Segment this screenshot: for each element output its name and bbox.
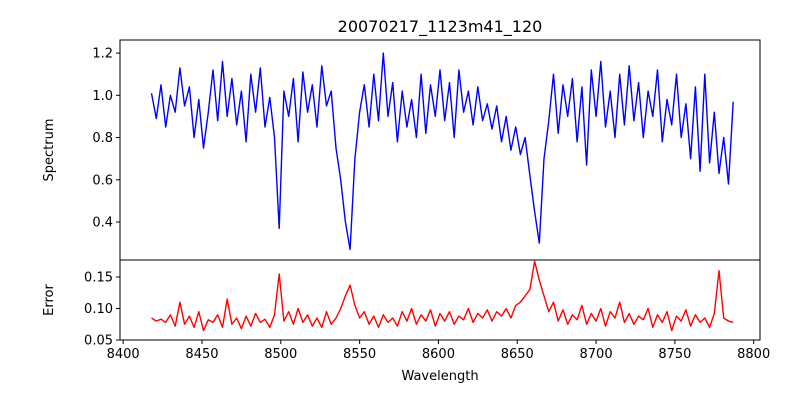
x-tick-label: 8650: [501, 347, 534, 362]
x-tick-label: 8700: [580, 347, 613, 362]
y-tick-label: 1.0: [92, 89, 113, 104]
error-y-label: Error: [42, 284, 57, 316]
x-tick-label: 8550: [343, 347, 376, 362]
x-tick-label: 8500: [264, 347, 297, 362]
error-axes-frame: [119, 259, 761, 341]
x-tick-label: 8450: [185, 347, 218, 362]
error-line: [151, 260, 734, 332]
x-tick-label: 8750: [658, 347, 691, 362]
y-tick-label: 0.4: [92, 215, 113, 230]
y-tick-label: 0.8: [92, 131, 113, 146]
chart-title: 20070217_1123m41_120: [338, 17, 543, 37]
x-axis-label: Wavelength: [401, 369, 478, 384]
y-tick-label: 1.2: [92, 47, 113, 62]
spectrum-y-label: Spectrum: [42, 119, 57, 182]
x-tick-label: 8600: [422, 347, 455, 362]
x-tick-label: 8800: [737, 347, 770, 362]
y-tick-label: 0.15: [84, 271, 113, 286]
x-tick-label: 8400: [107, 347, 140, 362]
y-tick-label: 0.10: [84, 302, 113, 317]
spectrum-line: [150, 52, 734, 251]
y-tick-label: 0.05: [84, 334, 113, 349]
y-tick-label: 0.6: [92, 173, 113, 188]
